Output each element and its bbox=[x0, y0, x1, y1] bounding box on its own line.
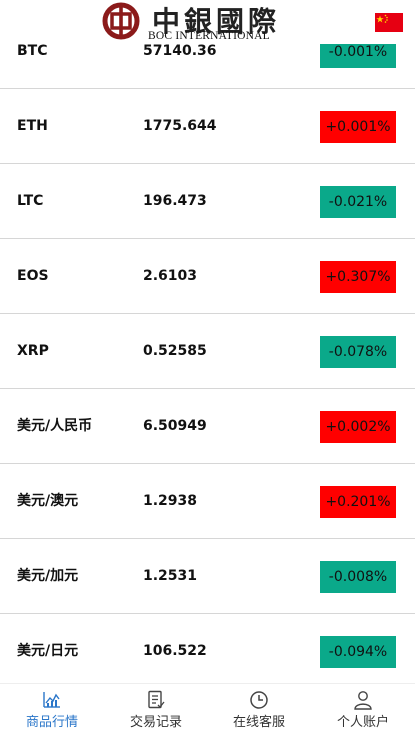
quote-symbol: 美元/加元 bbox=[17, 568, 79, 584]
tab-market[interactable]: 商品行情 bbox=[0, 684, 104, 737]
quote-row-usdcny[interactable]: 美元/人民币 6.50949 +0.002% bbox=[0, 389, 415, 464]
quote-row-ltc[interactable]: LTC 196.473 -0.021% bbox=[0, 164, 415, 239]
quote-symbol: EOS bbox=[17, 268, 49, 284]
market-chart-icon bbox=[43, 692, 60, 708]
user-icon bbox=[354, 691, 372, 710]
quote-row-eth[interactable]: ETH 1775.644 +0.001% bbox=[0, 89, 415, 164]
quote-row-eos[interactable]: EOS 2.6103 +0.307% bbox=[0, 239, 415, 314]
quote-price: 2.6103 bbox=[143, 268, 198, 284]
app-header: 中銀國際 BOC INTERNATIONAL bbox=[0, 0, 415, 44]
boc-logo-icon bbox=[102, 2, 140, 40]
quote-change-badge: -0.008% bbox=[320, 561, 396, 593]
tab-account[interactable]: 个人账户 bbox=[311, 684, 415, 737]
quote-symbol: 美元/澳元 bbox=[17, 493, 79, 509]
quote-symbol: BTC bbox=[17, 43, 48, 59]
quote-price: 1775.644 bbox=[143, 118, 217, 134]
quote-price: 196.473 bbox=[143, 193, 207, 209]
bottom-tab-bar: 商品行情 交易记录 在线客服 个人账户 bbox=[0, 683, 415, 737]
clock-service-icon bbox=[250, 691, 268, 709]
quote-symbol: 美元/日元 bbox=[17, 643, 79, 659]
quote-row-usdaud[interactable]: 美元/澳元 1.2938 +0.201% bbox=[0, 464, 415, 539]
tab-label: 在线客服 bbox=[232, 715, 285, 730]
quote-price: 106.522 bbox=[143, 643, 207, 659]
quote-change-badge: -0.078% bbox=[320, 336, 396, 368]
boc-logo: 中銀國際 BOC INTERNATIONAL bbox=[102, 2, 282, 44]
tab-service[interactable]: 在线客服 bbox=[207, 684, 311, 737]
quote-symbol: LTC bbox=[17, 193, 44, 209]
quote-symbol: XRP bbox=[17, 343, 49, 359]
quote-price: 57140.36 bbox=[143, 43, 217, 59]
china-flag-icon[interactable] bbox=[375, 13, 403, 32]
tab-label: 交易记录 bbox=[129, 715, 182, 730]
quote-change-badge: -0.021% bbox=[320, 186, 396, 218]
tab-label: 个人账户 bbox=[336, 715, 389, 730]
quote-row-xrp[interactable]: XRP 0.52585 -0.078% bbox=[0, 314, 415, 389]
quote-price: 1.2938 bbox=[143, 493, 198, 509]
quote-change-badge: +0.001% bbox=[320, 111, 396, 143]
quote-change-badge: +0.002% bbox=[320, 411, 396, 443]
quote-change-badge: +0.201% bbox=[320, 486, 396, 518]
logo-english-text: BOC INTERNATIONAL bbox=[148, 30, 270, 42]
records-icon bbox=[148, 690, 165, 709]
tab-records[interactable]: 交易记录 bbox=[104, 684, 208, 737]
logo-chinese-text: 中銀國際 bbox=[152, 5, 281, 38]
quote-row-usdcad[interactable]: 美元/加元 1.2531 -0.008% bbox=[0, 539, 415, 614]
quote-symbol: ETH bbox=[17, 118, 48, 134]
quote-row-usdjpy[interactable]: 美元/日元 106.522 -0.094% bbox=[0, 614, 415, 689]
quote-change-badge: +0.307% bbox=[320, 261, 396, 293]
quote-price: 6.50949 bbox=[143, 418, 207, 434]
quote-change-badge: -0.094% bbox=[320, 636, 396, 668]
quote-symbol: 美元/人民币 bbox=[17, 418, 93, 434]
tab-label: 商品行情 bbox=[25, 715, 78, 730]
quote-price: 1.2531 bbox=[143, 568, 198, 584]
quote-row-btc[interactable]: BTC 57140.36 -0.001% bbox=[0, 14, 415, 89]
quote-price: 0.52585 bbox=[143, 343, 207, 359]
quote-list: BTC 57140.36 -0.001% ETH 1775.644 +0.001… bbox=[0, 14, 415, 689]
